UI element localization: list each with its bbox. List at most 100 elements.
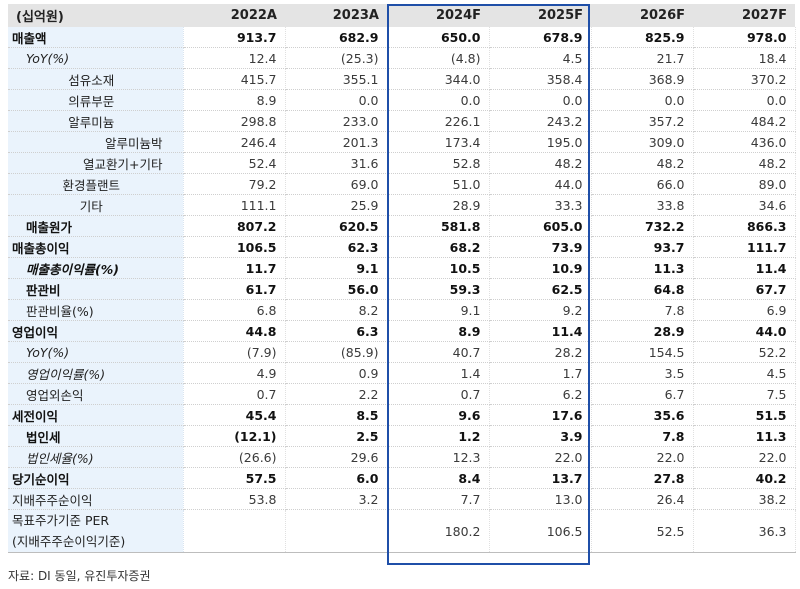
cell: 9.1 (285, 257, 388, 279)
cell: 4.5 (489, 47, 592, 69)
table-row-sga-ratio: 판관비율(%) 6.8 8.2 9.1 9.2 7.8 6.9 (8, 299, 796, 321)
cell: 44.8 (183, 320, 286, 342)
col-header-2023a: 2023A (285, 4, 387, 27)
cell: 226.1 (387, 110, 490, 132)
financial-table-container: (십억원) 2022A 2023A 2024F 2025F 2026F 2027… (8, 4, 796, 553)
cell: 10.5 (387, 257, 490, 279)
source-note: 자료: DI 동일, 유진투자증권 (8, 569, 151, 583)
cell: 28.9 (387, 194, 490, 216)
row-label: YoY(%) (8, 47, 184, 69)
row-label: 매출액 (8, 27, 184, 48)
cell: 732.2 (591, 215, 694, 237)
cell: 11.4 (489, 320, 592, 342)
cell: 368.9 (591, 68, 694, 90)
cell: 866.3 (693, 215, 796, 237)
cell: 0.0 (693, 89, 796, 111)
cell: 0.9 (285, 362, 388, 384)
cell: 61.7 (183, 278, 286, 300)
cell: 581.8 (387, 215, 490, 237)
table-row-operating-profit: 영업이익 44.8 6.3 8.9 11.4 28.9 44.0 (8, 320, 796, 342)
cell: 48.2 (489, 152, 592, 174)
cell: 18.4 (693, 47, 796, 69)
cell: 7.7 (387, 488, 490, 510)
cell: 233.0 (285, 110, 388, 132)
row-label: YoY(%) (8, 341, 184, 363)
cell: (85.9) (285, 341, 388, 363)
cell: 56.0 (285, 278, 388, 300)
cell: 825.9 (591, 27, 694, 48)
row-label: 목표주가기준 PER (지배주주순이익기준) (8, 509, 184, 553)
cell: 4.9 (183, 362, 286, 384)
cell: 73.9 (489, 236, 592, 258)
cell: 243.2 (489, 110, 592, 132)
cell: 69.0 (285, 173, 388, 195)
row-label: 섬유소재 (8, 68, 184, 90)
cell: 8.5 (285, 404, 388, 426)
table-row-other: 기타 111.1 25.9 28.9 33.3 33.8 34.6 (8, 194, 796, 216)
cell: 44.0 (693, 320, 796, 342)
cell: 106.5 (489, 509, 592, 553)
row-label: 매출총이익률(%) (8, 257, 184, 279)
cell: 195.0 (489, 131, 592, 153)
table-row-income-tax: 법인세 (12.1) 2.5 1.2 3.9 7.8 11.3 (8, 425, 796, 447)
cell: 52.5 (591, 509, 694, 553)
cell: 807.2 (183, 215, 286, 237)
table-row-textile: 섬유소재 415.7 355.1 344.0 358.4 368.9 370.2 (8, 68, 796, 90)
cell: 11.3 (693, 425, 796, 447)
cell: 8.9 (183, 89, 286, 111)
cell: 3.2 (285, 488, 388, 510)
cell: 22.0 (489, 446, 592, 468)
cell: 978.0 (693, 27, 796, 48)
table-row-operating-yoy: YoY(%) (7.9) (85.9) 40.7 28.2 154.5 52.2 (8, 341, 796, 363)
cell: 9.6 (387, 404, 490, 426)
cell: 8.4 (387, 467, 490, 489)
cell: (7.9) (183, 341, 286, 363)
cell: 52.2 (693, 341, 796, 363)
table-row-cogs: 매출원가 807.2 620.5 581.8 605.0 732.2 866.3 (8, 215, 796, 237)
cell: 7.8 (591, 425, 694, 447)
cell: 6.7 (591, 383, 694, 405)
table-row-sga: 판관비 61.7 56.0 59.3 62.5 64.8 67.7 (8, 278, 796, 300)
row-label: 지배주주순이익 (8, 488, 184, 510)
row-label: 세전이익 (8, 404, 184, 426)
table-row-heat-exchanger: 열교환기+기타 52.4 31.6 52.8 48.2 48.2 48.2 (8, 152, 796, 174)
cell: 93.7 (591, 236, 694, 258)
table-row-pretax-income: 세전이익 45.4 8.5 9.6 17.6 35.6 51.5 (8, 404, 796, 426)
cell: 26.4 (591, 488, 694, 510)
cell: 4.5 (693, 362, 796, 384)
table-row-aluminum: 알루미늄 298.8 233.0 226.1 243.2 357.2 484.2 (8, 110, 796, 132)
cell: 29.6 (285, 446, 388, 468)
cell: 484.2 (693, 110, 796, 132)
cell: 9.1 (387, 299, 490, 321)
row-label-line2: (지배주주순이익기준) (12, 534, 126, 549)
cell: 246.4 (183, 131, 286, 153)
cell: 27.8 (591, 467, 694, 489)
cell: 173.4 (387, 131, 490, 153)
table-row-controlling-net-income: 지배주주순이익 53.8 3.2 7.7 13.0 26.4 38.2 (8, 488, 796, 510)
cell: 62.3 (285, 236, 388, 258)
cell: 436.0 (693, 131, 796, 153)
cell: 22.0 (591, 446, 694, 468)
cell: 36.3 (693, 509, 796, 553)
cell: 11.4 (693, 257, 796, 279)
cell: 64.8 (591, 278, 694, 300)
cell (183, 509, 286, 553)
cell: 344.0 (387, 68, 490, 90)
cell: 0.0 (489, 89, 592, 111)
cell: 370.2 (693, 68, 796, 90)
row-label-line1: 목표주가기준 PER (12, 513, 110, 528)
cell: 913.7 (183, 27, 286, 48)
cell: 6.3 (285, 320, 388, 342)
row-label: 알루미늄 (8, 110, 184, 132)
cell: 7.5 (693, 383, 796, 405)
cell: 48.2 (693, 152, 796, 174)
table-row-net-income: 당기순이익 57.5 6.0 8.4 13.7 27.8 40.2 (8, 467, 796, 489)
cell: 28.9 (591, 320, 694, 342)
cell: 111.1 (183, 194, 286, 216)
cell: 2.5 (285, 425, 388, 447)
cell: 358.4 (489, 68, 592, 90)
cell: 7.8 (591, 299, 694, 321)
cell: 0.0 (387, 89, 490, 111)
cell: 650.0 (387, 27, 490, 48)
cell: 605.0 (489, 215, 592, 237)
